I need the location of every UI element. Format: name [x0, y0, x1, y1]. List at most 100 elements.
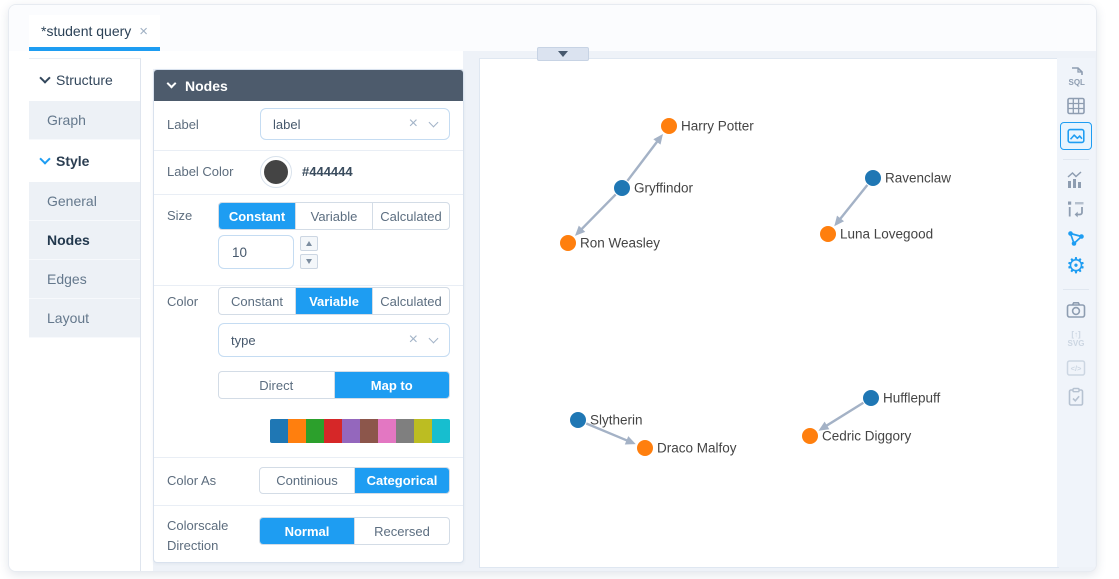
chevron-down-icon[interactable] — [428, 117, 439, 127]
color-option-calculated[interactable]: Calculated — [372, 288, 449, 314]
size-option-constant[interactable]: Constant — [219, 203, 295, 229]
graph-edge-arrowhead — [834, 215, 845, 227]
palette-strip — [270, 419, 450, 443]
color-variable-dropdown[interactable]: type × — [218, 323, 450, 357]
timeline-icon[interactable] — [1061, 196, 1091, 222]
sidebar-item-layout[interactable]: Layout — [29, 299, 140, 338]
sidebar-item-label: Graph — [47, 112, 86, 128]
label-color-row-label: Label Color — [167, 164, 234, 179]
graph-edge-arrowhead — [653, 133, 663, 145]
color-option-variable[interactable]: Variable — [295, 288, 372, 314]
sidebar-item-graph[interactable]: Graph — [29, 101, 140, 140]
graph-node-ravenclaw[interactable] — [865, 170, 881, 186]
colorscale-option-normal[interactable]: Normal — [260, 518, 354, 544]
table-icon[interactable] — [1061, 93, 1091, 119]
main-content: Structure Graph Style General Nodes Edges Layo… — [9, 47, 1096, 571]
palette-swatch-4 — [342, 419, 360, 443]
bar-chart-icon[interactable] — [1061, 167, 1091, 193]
sidebar-item-label: Nodes — [47, 232, 90, 248]
row-separator — [154, 285, 463, 286]
size-option-variable[interactable]: Variable — [295, 203, 372, 229]
tab-student-query[interactable]: *student query × — [29, 15, 161, 51]
color-as-group: Continious Categorical — [259, 467, 450, 494]
svg-text:</>: </> — [1071, 364, 1082, 373]
toolbar-divider — [1063, 159, 1089, 160]
collapse-panel-handle[interactable] — [537, 47, 589, 61]
clear-icon[interactable]: × — [408, 115, 418, 132]
map-mode-group: Direct Map to — [218, 371, 450, 399]
sidebar-item-structure[interactable]: Structure — [29, 59, 140, 101]
graph-node-cedric-diggory[interactable] — [802, 428, 818, 444]
palette-swatch-5 — [360, 419, 378, 443]
row-separator — [154, 150, 463, 151]
graph-node-hufflepuff[interactable] — [863, 390, 879, 406]
graph-node-label: Ravenclaw — [885, 171, 951, 186]
stepper-up-button[interactable] — [300, 236, 318, 251]
nodes-panel-header[interactable]: Nodes — [154, 70, 463, 101]
sidebar-item-general[interactable]: General — [29, 182, 140, 221]
graph-node-label: Slytherin — [590, 413, 643, 428]
colorscale-option-recersed[interactable]: Recersed — [354, 518, 449, 544]
graph-node-label: Luna Lovegood — [840, 227, 933, 242]
graph-edge-ravenclaw-luna-lovegood[interactable] — [838, 184, 869, 220]
palette-swatch-7 — [396, 419, 414, 443]
graph-node-gryffindor[interactable] — [614, 180, 630, 196]
size-value-input[interactable] — [218, 235, 294, 269]
graph-edge-slytherin-draco-malfoy[interactable] — [585, 422, 628, 442]
sidebar-item-label: Structure — [56, 72, 113, 88]
clipboard-check-icon[interactable] — [1061, 384, 1091, 410]
colorscale-direction-group: Normal Recersed — [259, 517, 450, 545]
code-embed-icon[interactable]: </> — [1061, 355, 1091, 381]
graph-node-label: Cedric Diggory — [822, 429, 912, 444]
sidebar-item-label: Style — [56, 153, 90, 169]
color-map-option-map-to[interactable]: Map to — [333, 372, 449, 398]
size-option-calculated[interactable]: Calculated — [372, 203, 449, 229]
camera-icon[interactable] — [1061, 297, 1091, 323]
nodes-panel-title: Nodes — [185, 77, 228, 94]
color-as-row-label: Color As — [167, 473, 217, 488]
palette-swatch-2 — [306, 419, 324, 443]
label-color-swatch-dot — [264, 160, 288, 184]
graph-node-harry-potter[interactable] — [661, 118, 677, 134]
sidebar-item-nodes[interactable]: Nodes — [29, 221, 140, 260]
label-color-swatch[interactable] — [260, 156, 292, 188]
palette-swatch-6 — [378, 419, 396, 443]
settings-gear-icon[interactable]: ⚙ — [1066, 254, 1086, 279]
label-color-hex: #444444 — [302, 164, 353, 179]
row-separator — [154, 505, 463, 506]
color-mode-group: Constant Variable Calculated — [218, 287, 450, 315]
graph-node-draco-malfoy[interactable] — [637, 440, 653, 456]
sidebar-item-edges[interactable]: Edges — [29, 260, 140, 299]
clear-icon[interactable]: × — [408, 331, 418, 348]
image-chart-icon[interactable] — [1060, 122, 1092, 150]
graph-canvas[interactable]: Harry Potter Gryffindor Ron Weasley Ravencl… — [479, 58, 1059, 568]
graph-edge-hufflepuff-cedric-diggory[interactable] — [825, 401, 864, 427]
graph-node-ron-weasley[interactable] — [560, 235, 576, 251]
label-dropdown[interactable]: label × — [260, 108, 450, 140]
stepper-down-button[interactable] — [300, 254, 318, 269]
row-separator — [154, 457, 463, 458]
graph-edge-arrowhead — [624, 436, 636, 445]
sql-icon[interactable]: SQL — [1061, 64, 1091, 90]
network-graph-icon[interactable] — [1061, 225, 1091, 251]
size-stepper — [300, 236, 318, 272]
color-as-option-continious[interactable]: Continious — [276, 473, 338, 488]
palette-swatch-0 — [270, 419, 288, 443]
graph-node-slytherin[interactable] — [570, 412, 586, 428]
graph-edge-gryffindor-ron-weasley[interactable] — [580, 193, 617, 231]
color-as-option-categorical[interactable]: Categorical — [354, 468, 449, 493]
color-map-option-direct[interactable]: Direct — [259, 377, 294, 393]
graph-node-label: Hufflepuff — [883, 391, 941, 406]
toolbar-divider — [1063, 289, 1089, 290]
graph-edge-arrowhead — [818, 421, 830, 431]
sidebar-item-style[interactable]: Style — [29, 140, 140, 182]
svg-export-icon[interactable]: [↑] SVG — [1061, 326, 1091, 352]
close-tab-icon[interactable]: × — [139, 22, 149, 40]
color-option-constant[interactable]: Constant — [230, 293, 284, 309]
graph-node-label: Gryffindor — [634, 181, 694, 196]
graph-node-luna-lovegood[interactable] — [820, 226, 836, 242]
row-separator — [154, 194, 463, 195]
graph-edge-gryffindor-harry-potter[interactable] — [626, 140, 659, 182]
color-variable-value: type — [231, 332, 256, 348]
chevron-down-icon[interactable] — [428, 333, 439, 343]
